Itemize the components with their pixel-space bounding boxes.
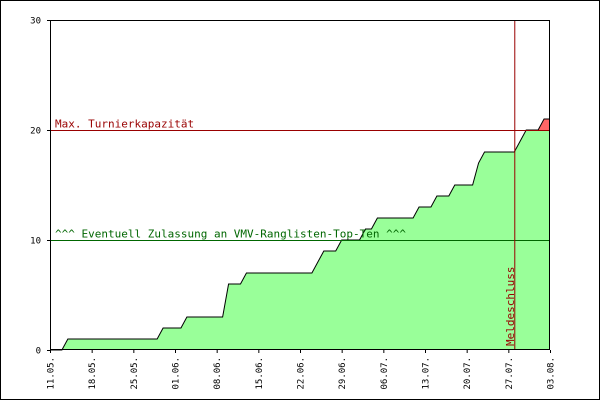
x-tick-label-10: 20.07. [463,357,473,390]
y-tick-label-1: 10 [30,237,41,247]
x-tick-label-8: 06.07. [380,357,390,390]
tick-labels: 0 10 20 30 11.05. 18.05. 25.05. 01.06. 08.06. 15.… [30,17,556,390]
reference-label-1: ^^^ Eventuell Zulassung an VMV-Rangliste… [55,228,406,241]
reference-lines: Max. Turnierkapazität ^^^ Eventuell Zulas… [50,20,550,350]
x-tick-label-2: 25.05. [130,357,140,390]
registrations-area [50,119,550,350]
x-tick-label-1: 18.05. [88,357,98,390]
x-tick-label-9: 13.07. [422,357,432,390]
area-layer [50,118,550,351]
x-tick-label-3: 01.06. [172,357,182,390]
y-tick-label-2: 20 [30,127,41,137]
reference-label-0: Max. Turnierkapazität [55,118,194,131]
x-tick-label-5: 15.06. [255,357,265,390]
reference-label-2: Meldeschluss [504,267,517,346]
y-tick-label-0: 0 [36,347,41,357]
over-capacity-area [526,119,550,130]
axes [47,20,551,353]
x-tick-label-4: 08.06. [213,357,223,390]
x-tick-label-7: 29.06. [338,357,348,390]
x-tick-label-11: 27.07. [505,357,515,390]
registrations-line [50,118,550,351]
x-tick-label-6: 22.06. [297,357,307,390]
x-tick-label-0: 11.05. [47,357,57,390]
plot-border [50,20,550,350]
x-tick-label-12: 03.08. [547,357,557,390]
y-tick-label-3: 30 [30,17,41,27]
